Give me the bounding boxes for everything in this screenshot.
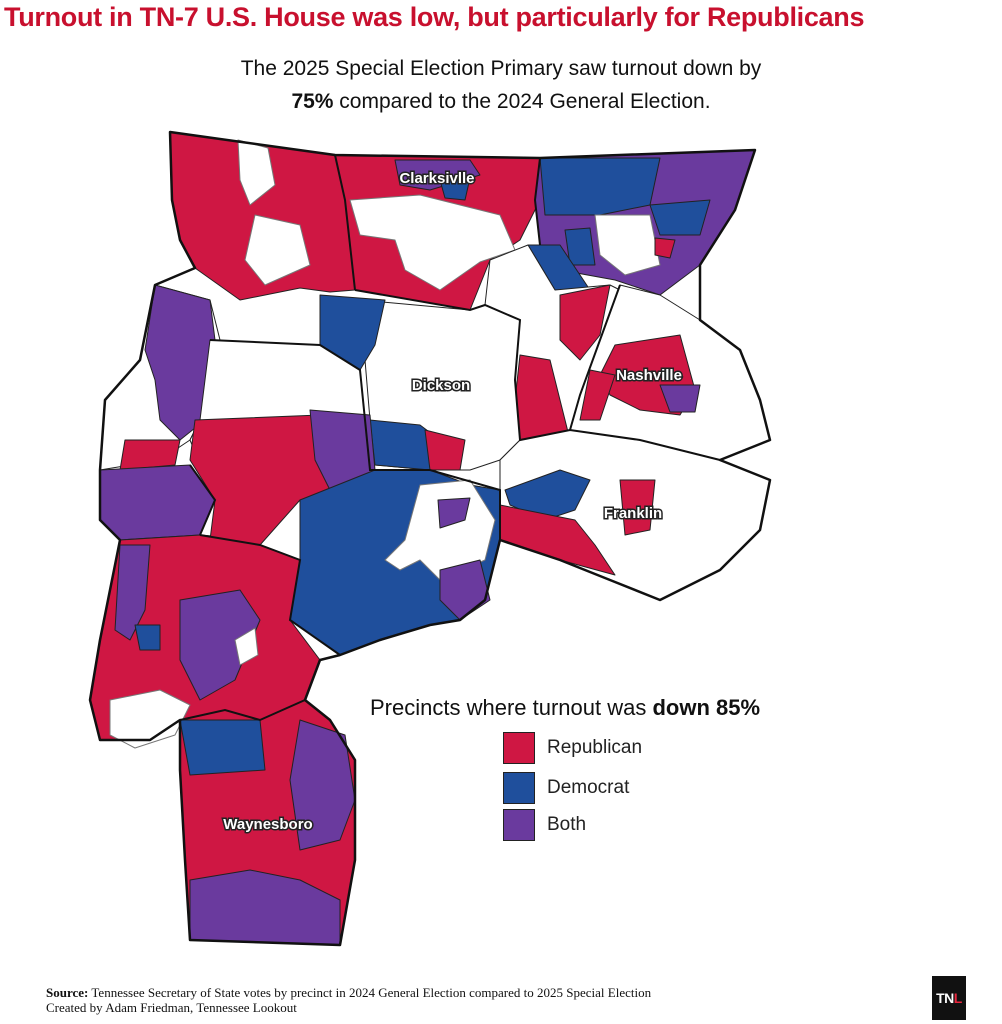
county-line: [189, 464, 217, 536]
subtitle-line-2: 75% compared to the 2024 General Electio…: [0, 85, 1002, 118]
precinct-white: [349, 194, 516, 291]
legend-title: Precincts where turnout was down 85%: [370, 695, 760, 721]
footer: Source: Tennessee Secretary of State vot…: [46, 985, 651, 1015]
precinct-rep: [424, 429, 466, 471]
precinct-white: [237, 139, 276, 206]
county-line: [354, 289, 721, 461]
precinct-both: [289, 719, 356, 851]
precinct-dem: [134, 624, 161, 651]
precinct-dem: [179, 719, 266, 776]
legend-item-democrat: Democrat: [503, 772, 629, 804]
subtitle-percent: 75%: [291, 90, 334, 113]
logo-l: L: [953, 990, 963, 1006]
tnl-logo: TN L: [932, 976, 966, 1020]
legend-swatch-republican: [503, 732, 535, 764]
precinct-dem: [539, 157, 661, 216]
city-label-nashville: Nashville: [616, 367, 682, 384]
county-line: [209, 339, 501, 540]
legend-label-democrat: Democrat: [547, 777, 630, 798]
subtitle: The 2025 Special Election Primary saw tu…: [0, 52, 1002, 118]
precinct-both: [659, 384, 701, 413]
legend-label-both: Both: [547, 814, 587, 835]
precinct-dem: [649, 199, 711, 236]
legend-item-republican: Republican: [503, 732, 642, 764]
city-label-dickson: Dickson: [412, 377, 470, 394]
source-label: Source:: [46, 985, 89, 1000]
legend-label-republican: Republican: [547, 737, 643, 758]
precinct-both: [437, 497, 471, 529]
precinct-white: [244, 214, 311, 286]
county-line: [179, 699, 306, 722]
county-line: [334, 154, 356, 291]
precinct-white: [594, 214, 661, 276]
footer-source: Source: Tennessee Secretary of State vot…: [46, 985, 651, 1000]
legend-title-prefix: Precincts where turnout was: [370, 695, 653, 720]
legend-title-bold: down 85%: [652, 695, 761, 720]
subtitle-rest: compared to the 2024 General Election.: [333, 90, 711, 113]
county-line: [569, 284, 621, 431]
precinct-rep: [119, 439, 181, 471]
footer-credit: Created by Adam Friedman, Tennessee Look…: [46, 1000, 297, 1015]
city-label-waynesboro: Waynesboro: [223, 816, 312, 833]
legend-swatch-both: [503, 809, 535, 841]
subtitle-line-1: The 2025 Special Election Primary saw tu…: [240, 57, 762, 80]
precinct-rep: [654, 237, 676, 259]
precinct-rep: [559, 284, 611, 361]
county-line: [199, 534, 341, 656]
precinct-dem: [319, 294, 386, 371]
chart-title: Turnout in TN-7 U.S. House was low, but …: [4, 2, 865, 32]
precinct-dem: [564, 227, 596, 266]
legend-item-both: Both: [503, 809, 586, 841]
precinct-rep: [579, 369, 616, 421]
precinct-white: [234, 627, 259, 666]
logo-tn: TN: [936, 990, 954, 1006]
precinct-dem: [439, 177, 471, 201]
district-outline: [88, 130, 772, 947]
precinct-both: [179, 589, 261, 701]
legend-swatch-democrat: [503, 772, 535, 804]
city-label-franklin: Franklin: [604, 505, 662, 522]
city-label-clarksville: Clarksivlle: [399, 170, 474, 187]
source-text: Tennessee Secretary of State votes by pr…: [88, 985, 652, 1000]
precinct-dem: [504, 469, 591, 521]
precinct-white: [109, 689, 191, 749]
precinct-rep: [619, 479, 656, 536]
county-line: [533, 157, 541, 246]
